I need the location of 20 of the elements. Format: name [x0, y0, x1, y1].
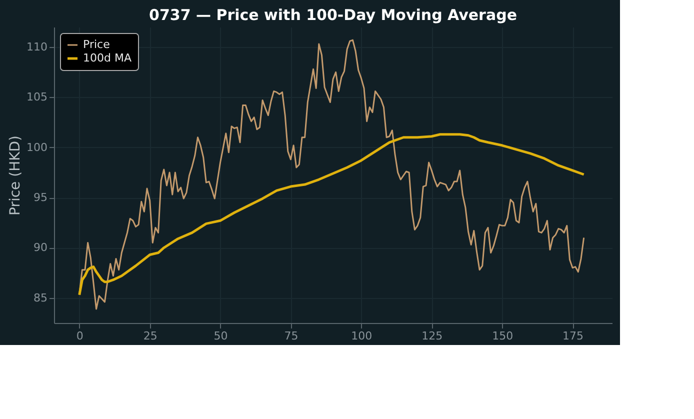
legend-label: 100d MA [83, 52, 132, 64]
y-tick-label: 95 [34, 191, 48, 204]
y-axis-title: Price (HKD) [8, 135, 24, 216]
line-series [78, 39, 585, 310]
y-tick-label: 90 [34, 241, 48, 254]
legend-label: Price [83, 38, 110, 51]
x-tick-label: 125 [422, 330, 443, 342]
x-tick-label: 75 [284, 330, 298, 342]
y-tick-label: 100 [26, 140, 48, 154]
chart-title: 0737 — Price with 100-Day Moving Average [149, 6, 517, 24]
line-series [78, 133, 586, 296]
x-tick-label: 100 [351, 330, 372, 342]
y-tick-label: 85 [34, 291, 48, 304]
x-tick-label: 175 [562, 330, 584, 342]
y-tick-label: 105 [26, 90, 48, 104]
x-tick-label: 150 [492, 330, 514, 342]
y-tick-label: 110 [26, 40, 48, 54]
x-tick-label: 0 [76, 330, 84, 342]
x-tick-label: 50 [214, 330, 228, 342]
x-tick-label: 25 [143, 330, 158, 342]
